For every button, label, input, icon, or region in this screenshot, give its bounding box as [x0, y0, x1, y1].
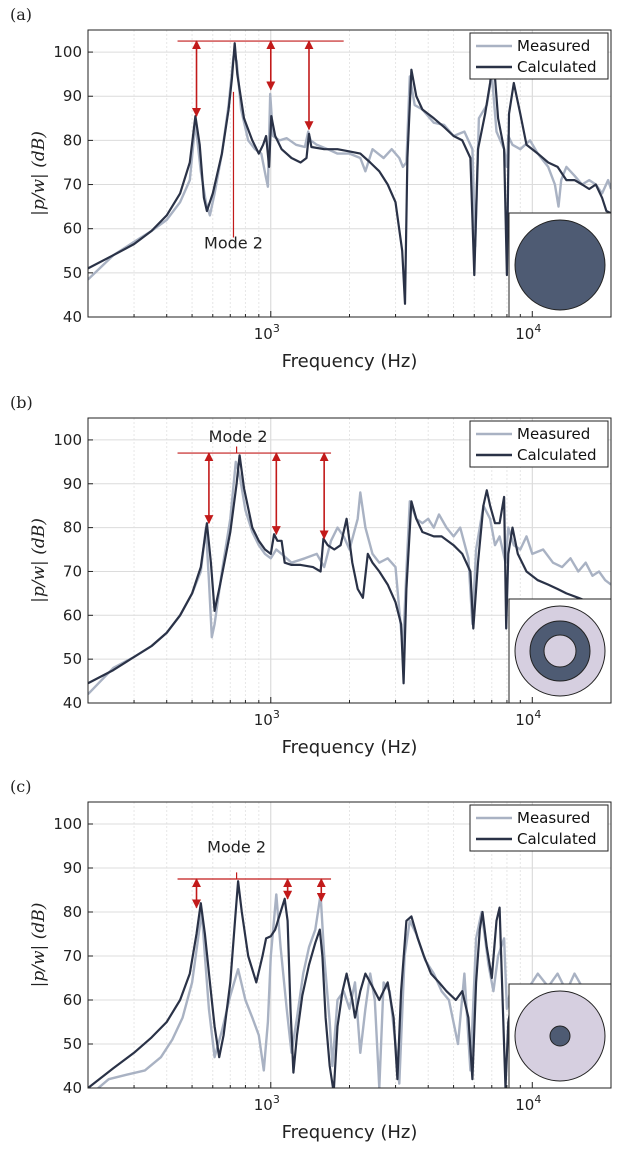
x-tick-exponent: 3 — [273, 322, 280, 335]
y-tick-label: 40 — [63, 694, 82, 712]
y-tick-label: 60 — [63, 606, 82, 624]
legend-entry-calculated: Calculated — [517, 830, 597, 848]
mode-2-label: Mode 2 — [204, 234, 263, 253]
legend-box — [469, 32, 609, 80]
y-tick-label: 90 — [63, 859, 82, 877]
x-tick-base: 10 — [254, 711, 273, 729]
x-tick-label: 104 — [515, 1093, 541, 1114]
legend: Measured Calculated — [469, 420, 609, 468]
panel-label: (a) — [10, 5, 32, 24]
annotations: Mode 2 — [177, 427, 332, 540]
panel-a: (a) Mode 2 Measured Calculated 40 50 60 70 80 90 1… — [10, 5, 612, 372]
x-tick-label: 103 — [254, 1093, 280, 1114]
panel-b: (b) Mode 2 Measured Calculated 40 50 60 70 80 90 1… — [10, 393, 612, 758]
y-tick-label: 80 — [63, 131, 82, 149]
legend-box — [469, 804, 609, 852]
x-tick-label: 104 — [515, 708, 541, 729]
legend-entry-calculated: Calculated — [517, 446, 597, 464]
x-tick-exponent: 3 — [273, 708, 280, 721]
y-tick-label: 60 — [63, 220, 82, 238]
legend: Measured Calculated — [469, 804, 609, 852]
legend: Measured Calculated — [469, 32, 609, 80]
y-tick-label: 70 — [63, 176, 82, 194]
series-group — [88, 42, 611, 305]
x-tick-exponent: 4 — [534, 322, 541, 335]
y-tick-label: 50 — [63, 1035, 82, 1053]
x-axis-label: Frequency (Hz) — [282, 1122, 418, 1143]
y-tick-label: 60 — [63, 991, 82, 1009]
inset-plate-diagram — [508, 983, 612, 1089]
y-tick-label: 50 — [63, 650, 82, 668]
y-tick-label: 100 — [53, 815, 82, 833]
x-tick-base: 10 — [515, 711, 534, 729]
y-tick-label: 90 — [63, 475, 82, 493]
annotations: Mode 2 — [177, 838, 332, 909]
legend-entry-calculated: Calculated — [517, 58, 597, 76]
legend-entry-measured: Measured — [517, 425, 590, 443]
legend-entry-measured: Measured — [517, 37, 590, 55]
series-group — [88, 454, 611, 696]
y-tick-label: 70 — [63, 562, 82, 580]
mode-2-label: Mode 2 — [209, 427, 268, 446]
x-tick-base: 10 — [254, 1096, 273, 1114]
series-calculated-line — [88, 42, 611, 305]
x-tick-label: 103 — [254, 708, 280, 729]
y-tick-label: 80 — [63, 903, 82, 921]
y-tick-label: 80 — [63, 519, 82, 537]
plate-center-disk — [549, 1025, 571, 1047]
x-tick-label: 103 — [254, 322, 280, 343]
series-calculated-line — [88, 454, 611, 685]
series-group — [88, 880, 611, 1088]
y-tick-label: 40 — [63, 1079, 82, 1097]
y-axis-label: |p/w| (dB) — [29, 903, 49, 988]
panel-c: (c) Mode 2 Measured Calculated 40 50 60 70 80 90 1… — [10, 777, 612, 1143]
series-measured-line — [96, 893, 611, 1088]
series-calculated-line — [88, 880, 611, 1088]
mode-2-label: Mode 2 — [207, 838, 266, 857]
y-axis-label: |p/w| (dB) — [29, 131, 49, 216]
x-tick-exponent: 4 — [534, 1093, 541, 1106]
panel-label: (c) — [10, 777, 31, 796]
y-tick-label: 100 — [53, 43, 82, 61]
y-tick-label: 50 — [63, 264, 82, 282]
x-tick-exponent: 4 — [534, 708, 541, 721]
x-axis-label: Frequency (Hz) — [282, 351, 418, 372]
x-tick-base: 10 — [515, 325, 534, 343]
panel-label: (b) — [10, 393, 33, 412]
x-axis-label: Frequency (Hz) — [282, 737, 418, 758]
y-tick-label: 40 — [63, 308, 82, 326]
x-tick-base: 10 — [515, 1096, 534, 1114]
x-tick-label: 104 — [515, 322, 541, 343]
legend-box — [469, 420, 609, 468]
legend-entry-measured: Measured — [517, 809, 590, 827]
y-tick-label: 70 — [63, 947, 82, 965]
y-axis-label: |p/w| (dB) — [29, 518, 49, 603]
annotations: Mode 2 — [177, 40, 344, 253]
inset-plate-diagram — [508, 598, 612, 704]
y-tick-label: 90 — [63, 87, 82, 105]
x-tick-exponent: 3 — [273, 1093, 280, 1106]
plate-disk — [514, 219, 606, 311]
inset-plate-diagram — [508, 212, 612, 318]
plate-inner — [543, 634, 577, 668]
x-tick-base: 10 — [254, 325, 273, 343]
y-tick-label: 100 — [53, 431, 82, 449]
